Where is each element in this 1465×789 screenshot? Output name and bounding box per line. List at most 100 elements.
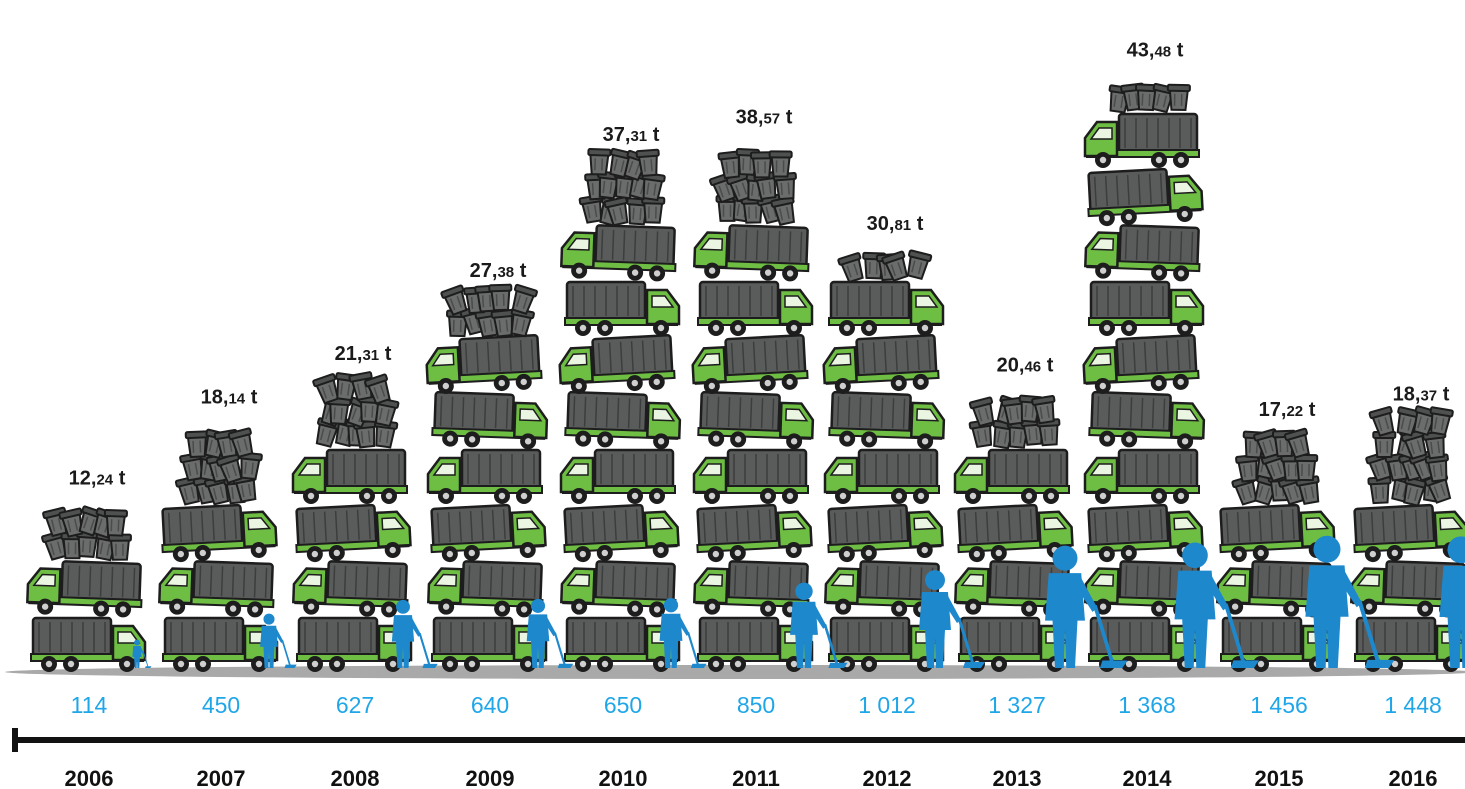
waste-bin-icon [1166,83,1191,112]
dump-truck-icon [30,616,147,672]
dump-truck-icon [958,616,1075,672]
waste-bin-icon [881,250,909,282]
dump-truck-icon [827,503,944,563]
waste-bin-icon [770,195,796,226]
dump-truck-icon [426,448,543,504]
bar-stack-2013 [953,394,1075,672]
waste-bin-icon [227,427,254,459]
timeline-axis [12,728,1465,752]
worker-count-label: 650 [604,692,642,718]
waste-bin-icon [107,533,132,561]
tonnage-label: 18,14 t [201,386,258,408]
year-label: 2011 [732,766,780,789]
sanitation-worker-icon [1045,545,1128,668]
dump-truck-icon [26,560,143,618]
sanitation-worker-icon [132,639,152,668]
waste-bin-icon [374,397,400,428]
waste-bin-icon [603,196,629,227]
dump-truck-icon [560,560,677,618]
tonnage-label: 12,24 t [69,467,126,489]
worker-count-label: 640 [471,692,509,718]
dump-truck-icon [563,503,680,563]
tonnage-label: 30,81 t [867,213,924,235]
year-label: 2014 [1123,766,1173,789]
dump-truck-icon [559,448,676,504]
tonnage-label: 27,38 t [470,260,527,282]
tonnage-label: 37,31 t [603,124,660,146]
dump-truck-icon [158,560,275,618]
waste-bin-icon [717,150,742,180]
dump-truck-icon [693,224,810,282]
timeline-line [12,737,1465,743]
worker-count-label: 1 368 [1118,692,1176,718]
tonnage-labels: 12,24 t 18,14 t 21,31 t 27,38 t 37,31 t 38,57… [69,39,1450,489]
tonnage-label: 43,48 t [1127,39,1184,61]
waste-bin-icon [488,283,513,312]
worker-count-label: 114 [71,692,108,718]
dump-truck-icon [691,334,809,394]
tonnage-label: 17,22 t [1259,399,1316,421]
worker-count-label: 850 [737,692,775,718]
dump-truck-icon [564,280,681,336]
waste-bin-icon [837,252,864,284]
year-label: 2016 [1389,766,1438,789]
dump-truck-icon [697,390,815,450]
dump-truck-icon [564,616,681,672]
waste-bin-icon [1368,405,1395,437]
worker-count-label: 1 012 [858,692,916,718]
year-label: 2007 [197,766,246,789]
sanitation-worker-icon [260,613,297,668]
tonnage-label: 20,46 t [997,355,1054,377]
dump-truck-icon [957,503,1074,563]
dump-truck-icon [692,448,809,504]
dump-truck-icon [1083,448,1200,504]
sanitation-worker-icon [659,598,707,668]
waste-bin-icon [440,284,468,316]
ground-shadow [5,665,1465,679]
tonnage-label: 21,31 t [335,343,392,365]
waste-bin-icon [58,507,84,538]
dump-truck-icon [292,560,409,618]
dump-truck-icon [697,280,814,336]
bar-stack-2014 [1082,82,1206,672]
waste-bin-icon [1412,405,1439,437]
dump-truck-icon [425,334,543,394]
year-label: 2009 [466,766,515,789]
dump-truck-icon [828,616,945,672]
bar-stack-2006 [26,505,147,672]
worker-count-label: 627 [336,692,374,718]
dump-truck-icon [1087,503,1204,563]
dump-truck-icon [693,560,810,618]
bar-stack-2012 [822,249,946,672]
waste-bin-icon [641,196,666,224]
dump-truck-icon [1088,390,1206,450]
waste-bin-icon [1372,430,1397,458]
waste-bin-icon [511,283,538,315]
dump-truck-icon [291,448,408,504]
waste-bin-icon [1031,394,1056,425]
sanitation-worker-icon [1439,536,1465,668]
dump-truck-icon [824,560,941,618]
dump-truck-icon [427,560,544,618]
dump-truck-icon [564,390,682,450]
waste-bin-icon [364,373,391,405]
dump-truck-icon [558,334,676,394]
waste-bin-icon [968,396,995,428]
truck-stacks [26,82,1465,672]
sanitation-worker-icon [391,599,438,668]
dump-truck-icon [1087,167,1204,227]
dump-truck-icon [697,616,814,672]
sanitation-worker-icon [1174,542,1260,668]
dump-truck-icon [295,503,412,563]
dump-truck-icon [823,448,940,504]
dump-truck-icon [161,503,278,563]
waste-bin-icon [587,148,612,176]
waste-bin-icon [768,150,793,178]
bar-stack-2008 [291,371,413,672]
waste-bin-icon [474,284,499,313]
worker-count-labels: 114 450 627 640 650 850 1 012 1 327 1 368 1 456 1 … [71,692,1442,718]
waste-bin-icon [1367,476,1392,505]
tonnage-label: 18,37 t [1393,383,1450,405]
worker-count-label: 1 448 [1384,692,1442,718]
